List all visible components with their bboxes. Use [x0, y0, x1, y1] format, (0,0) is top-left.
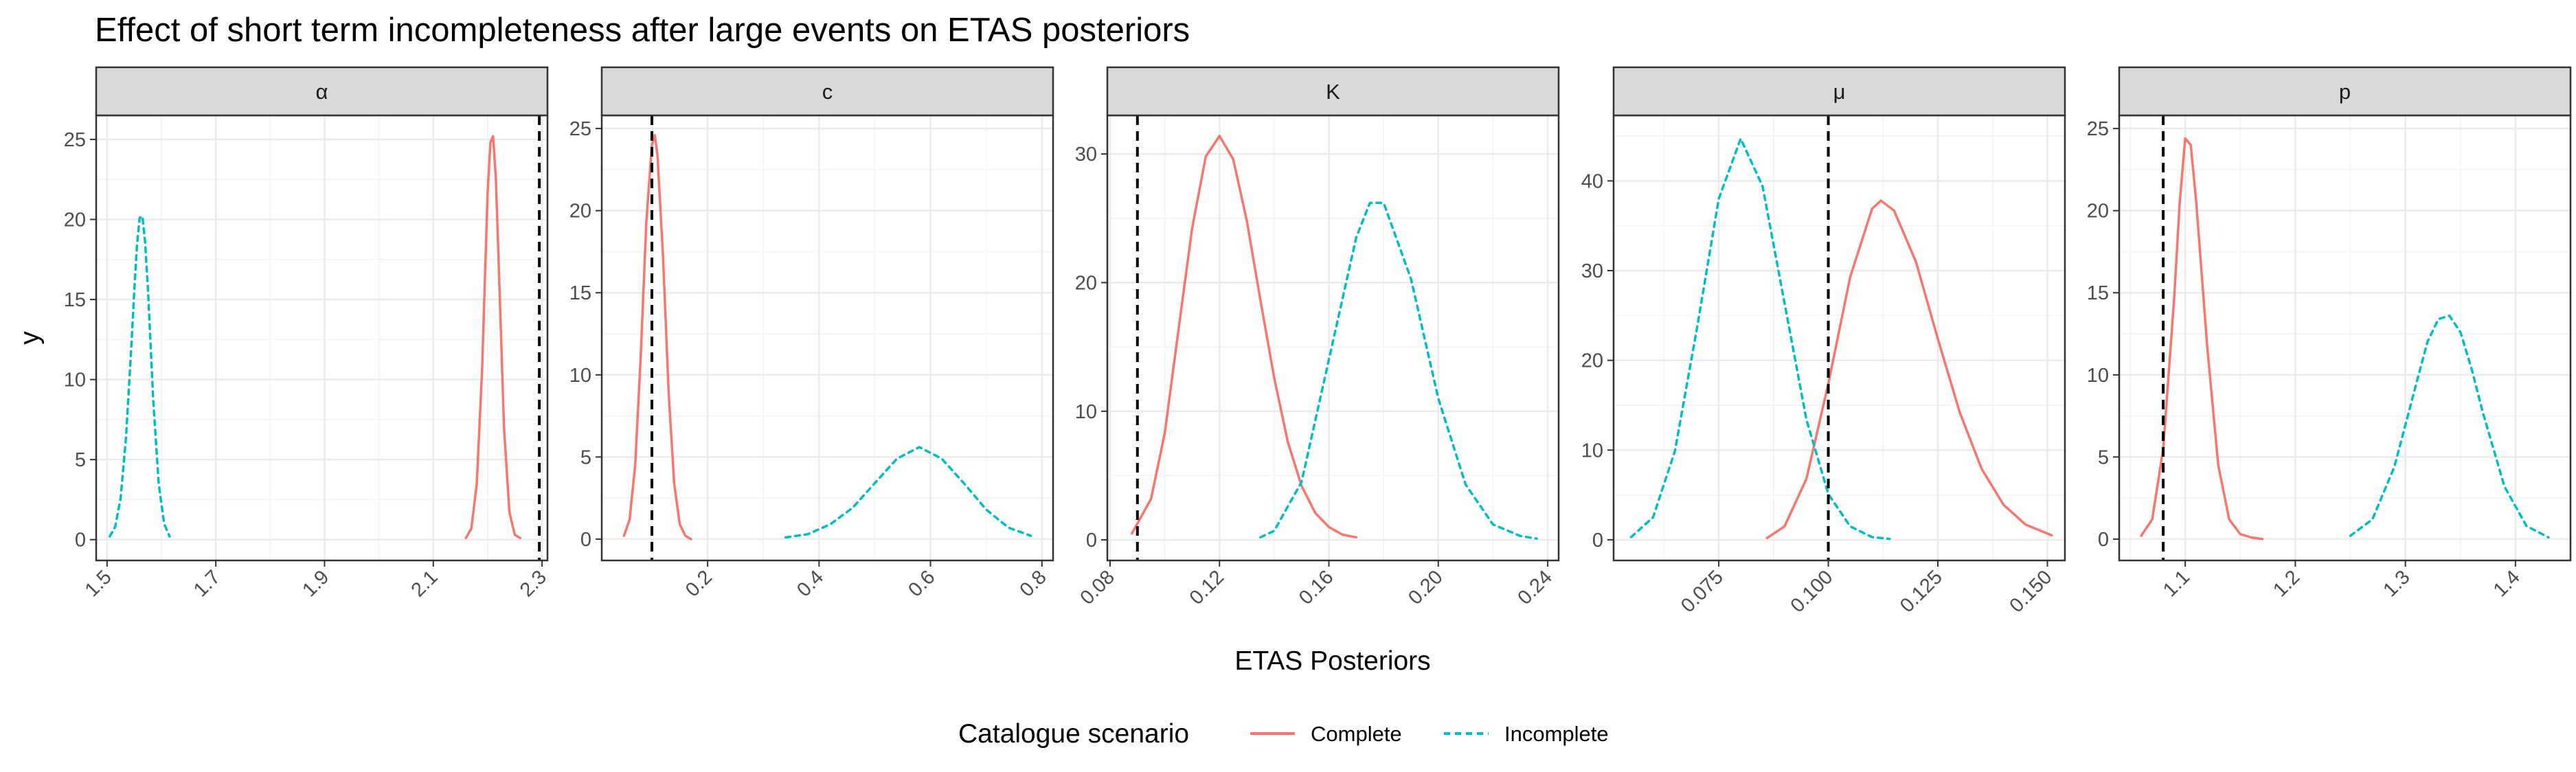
y-tick-label: 0 [2098, 529, 2109, 551]
complete-density-line [2140, 137, 2264, 541]
legend: Catalogue scenario Complete Incomplete [958, 719, 1609, 749]
legend-title: Catalogue scenario [958, 719, 1189, 749]
y-tick-label: 5 [2098, 446, 2109, 468]
incomplete-density-line [2349, 314, 2550, 539]
complete-density-line [464, 135, 522, 540]
y-tick-label: 20 [569, 201, 591, 223]
x-axis-title: ETAS Posteriors [1234, 646, 1430, 676]
facet-strip-label: p [2339, 80, 2351, 104]
facet-strip [95, 66, 549, 117]
facet-strip [600, 66, 1054, 117]
y-tick-label: 5 [75, 449, 86, 471]
y-tick-label: 25 [2087, 118, 2109, 140]
y-tick-label: 25 [64, 129, 86, 151]
incomplete-density-line [109, 215, 171, 538]
panel-background [1614, 115, 2065, 560]
facet-strip-label: α [316, 80, 328, 104]
y-tick-label: 0 [75, 530, 86, 552]
complete-density-line [1765, 199, 2053, 540]
y-tick-label: 10 [569, 365, 591, 387]
facet-strip [1612, 66, 2066, 117]
y-tick-label: 0 [1086, 530, 1097, 552]
y-tick-label: 10 [2087, 365, 2109, 387]
incomplete-density-line [1629, 137, 1891, 541]
y-tick-label: 15 [569, 282, 591, 304]
y-tick-label: 15 [64, 289, 86, 311]
complete-density-line [1131, 135, 1358, 539]
y-tick-label: 10 [64, 370, 86, 391]
panel-background [602, 115, 1053, 560]
facet-strip-label: K [1326, 80, 1340, 104]
complete-density-line [622, 133, 692, 541]
y-tick-label: 0 [1592, 530, 1603, 552]
facet-strip-label: μ [1833, 80, 1846, 104]
facet-strip-label: c [822, 80, 833, 104]
panel-background [1107, 115, 1559, 560]
panel-background [2119, 115, 2571, 560]
facet-strip [1106, 66, 1560, 117]
y-tick-label: 20 [64, 209, 86, 231]
incomplete-density-line [784, 446, 1032, 539]
y-tick-label: 0 [580, 529, 591, 551]
y-tick-label: 40 [1581, 170, 1603, 192]
panel-background [96, 115, 547, 560]
y-tick-label: 10 [1581, 440, 1603, 462]
legend-label-complete: Complete [1311, 722, 1402, 746]
y-tick-label: 30 [1075, 144, 1097, 166]
chart-title: Effect of short term incompleteness afte… [95, 12, 1190, 49]
y-tick-label: 25 [569, 118, 591, 140]
y-tick-label: 5 [580, 446, 591, 468]
y-tick-label: 15 [2087, 282, 2109, 304]
y-axis-title: y [15, 331, 45, 345]
y-tick-label: 20 [2087, 201, 2109, 223]
incomplete-density-line [1259, 201, 1538, 540]
y-tick-label: 30 [1581, 260, 1603, 282]
facet-strip [2118, 66, 2572, 117]
y-tick-label: 20 [1075, 272, 1097, 294]
y-tick-label: 10 [1075, 401, 1097, 423]
legend-label-incomplete: Incomplete [1504, 722, 1609, 746]
y-tick-label: 20 [1581, 350, 1603, 372]
